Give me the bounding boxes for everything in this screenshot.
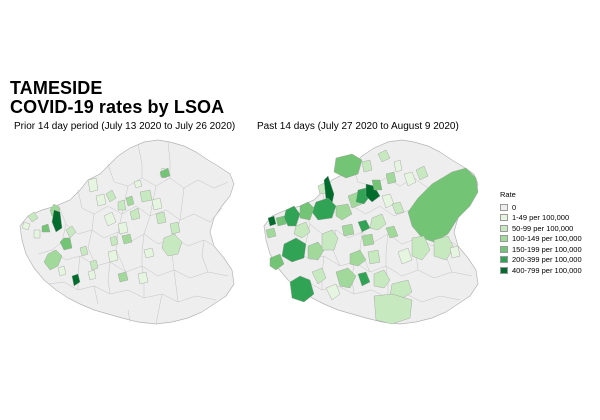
- right-map-subtitle: Past 14 days (July 27 2020 to August 9 2…: [257, 121, 459, 132]
- legend-label: 50-99 per 100,000: [512, 223, 574, 233]
- legend-item: 50-99 per 100,000: [500, 223, 582, 234]
- legend-swatch: [500, 256, 508, 264]
- legend-items: 0 1-49 per 100,000 50-99 per 100,000 100…: [500, 202, 582, 276]
- map-title: TAMESIDE COVID-19 rates by LSOA: [10, 79, 224, 117]
- past-period-lsoa-map: [263, 139, 479, 325]
- legend-label: 1-49 per 100,000: [512, 213, 570, 223]
- title-line-2: COVID-19 rates by LSOA: [10, 97, 225, 117]
- legend-label: 0: [512, 202, 517, 212]
- legend-label: 400-799 per 100,000: [512, 265, 582, 275]
- prior-period-lsoa-map: [19, 139, 235, 325]
- rate-shaded-areas: [21, 167, 183, 287]
- legend-swatch: [500, 235, 508, 243]
- rate-shaded-areas: [265, 149, 479, 325]
- legend-item: 0: [500, 202, 582, 213]
- legend-swatch: [500, 203, 508, 211]
- legend-swatch: [500, 266, 508, 274]
- title-line-1: TAMESIDE: [10, 78, 103, 98]
- legend-item: 200-399 per 100,000: [500, 255, 582, 266]
- legend-swatch: [500, 245, 508, 253]
- legend-item: 100-149 per 100,000: [500, 234, 582, 245]
- map-legend: Rate 0 1-49 per 100,000 50-99 per 100,00…: [500, 190, 582, 276]
- legend-item: 1-49 per 100,000: [500, 213, 582, 224]
- legend-item: 150-199 per 100,000: [500, 244, 582, 255]
- legend-label: 100-149 per 100,000: [512, 234, 582, 244]
- legend-swatch: [500, 214, 508, 222]
- legend-label: 200-399 per 100,000: [512, 255, 582, 265]
- legend-swatch: [500, 224, 508, 232]
- legend-item: 400-799 per 100,000: [500, 265, 582, 276]
- legend-title: Rate: [500, 190, 516, 199]
- legend-label: 150-199 per 100,000: [512, 244, 582, 254]
- left-map-subtitle: Prior 14 day period (July 13 2020 to Jul…: [14, 121, 236, 132]
